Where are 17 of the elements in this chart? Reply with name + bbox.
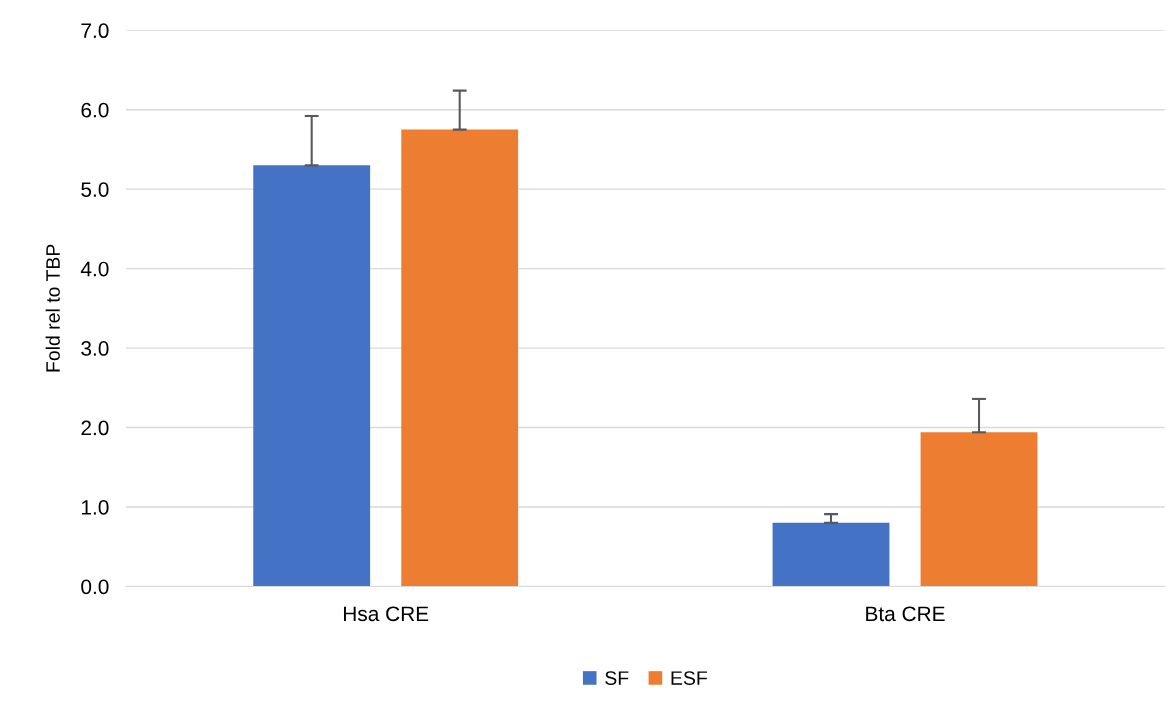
y-axis-title: Fold rel to TBP: [45, 244, 60, 372]
y-tick-label: 6.0: [81, 102, 109, 118]
legend-label: SF: [605, 671, 629, 685]
bar: [253, 165, 371, 587]
x-tick-label: Hsa CRE: [343, 606, 429, 622]
bar: [401, 129, 519, 587]
x-tick-label: Bta CRE: [866, 606, 945, 622]
y-tick-label: 5.0: [81, 182, 109, 197]
y-tick-label: 0.0: [81, 579, 109, 595]
y-tick-label: 7.0: [81, 23, 109, 39]
legend-label: ESF: [671, 671, 708, 685]
y-tick-label: 4.0: [80, 261, 109, 277]
bar: [920, 432, 1038, 587]
y-tick-label: 1.0: [82, 499, 109, 515]
bar: [772, 522, 890, 587]
y-tick-label: 3.0: [81, 341, 109, 356]
y-tick-label: 2.0: [81, 420, 109, 436]
